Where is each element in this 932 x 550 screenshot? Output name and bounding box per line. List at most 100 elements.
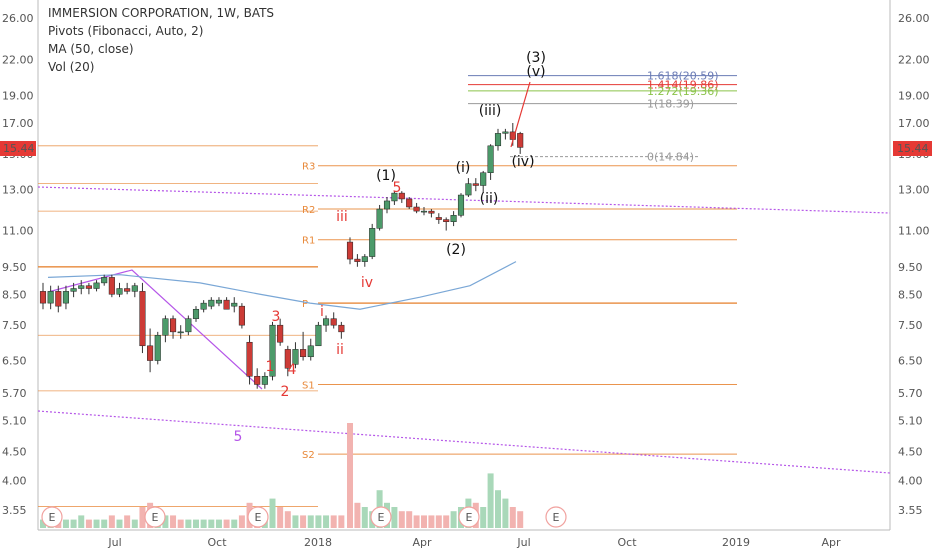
y-tick-left: 26.00 [2,12,34,25]
earnings-event-marker [545,506,567,528]
candle-body [413,206,420,212]
candle-body [502,131,509,134]
fib-label: 1.618(20.59) [647,70,719,83]
pivot-label-p: P [302,299,308,310]
wave-label-red: 1 [266,359,275,375]
wave-label-black: (1) [376,168,396,184]
fib-label: 0(14.84) [647,151,694,164]
earnings-event-label: E [378,511,385,524]
price-badge-right-bg [893,141,932,156]
candle-body [162,318,169,336]
candle-body [154,335,161,361]
y-tick-left: 4.50 [2,445,27,458]
volume-bar [406,511,413,528]
candle-body [70,288,77,292]
volume-bar [398,511,405,528]
candle-body [465,183,472,196]
y-tick-left: 7.50 [2,319,27,332]
candle-body [369,228,376,257]
volume-bar [307,515,314,528]
earnings-event-marker [370,506,392,528]
volume-bar [300,515,307,528]
volume-bar [231,519,238,528]
earnings-event-label: E [553,511,560,524]
x-tick-label: 2018 [304,536,332,549]
x-tick-label: Oct [207,536,227,549]
x-tick-label: Oct [617,536,637,549]
candle-body [406,198,413,208]
wave-label-red: iv [361,275,373,291]
y-tick-left: 8.50 [2,288,27,301]
volume-bar [354,502,361,528]
y-tick-right: 26.00 [898,12,930,25]
earnings-event-marker [144,506,166,528]
candle-body [62,291,70,304]
y-tick-left: 13.00 [2,183,34,196]
earnings-event-label: E [49,511,56,524]
indicator-pivots: Pivots (Fibonacci, Auto, 2) [48,24,204,38]
fib-label: 1(18.39) [647,98,694,111]
candle-body [246,341,253,377]
indicator-volume: Vol (20) [48,60,95,74]
y-tick-left: 17.00 [2,117,34,130]
pivot-label-s1: S1 [302,380,315,391]
wave-label-red: 2 [281,384,290,400]
candle-body [428,210,435,214]
volume-bar [108,515,115,528]
volume-bar [495,490,501,528]
overlay-layer: 1.618(20.59)1.414(19.86)1.272(19.36)1(18… [0,50,932,528]
volume-bar [215,519,222,528]
y-tick-left: 19.00 [2,90,34,103]
wave-label-black: (2) [446,242,466,258]
candle-body [487,145,494,173]
volume-bar [315,515,322,528]
y-tick-right: 13.00 [898,183,930,196]
candle-body [383,200,391,210]
volume-bar [116,519,123,528]
wave-label-red: 4 [288,362,297,378]
volume-bar [443,515,450,528]
candle-body [261,375,268,385]
y-tick-right: 4.00 [898,475,923,488]
projection-arrow [510,81,531,148]
volume-bar [40,519,46,528]
y-tick-right: 17.00 [898,117,930,130]
volume-bar [323,515,330,528]
pivot-label-r1: R1 [302,236,315,247]
volume-bar [93,519,100,528]
wave-label-red: 5 [393,180,402,196]
volume-bar [347,423,353,528]
volume-bar [428,515,435,528]
wave-label-black: (i) [456,160,471,176]
volume-bar [139,507,146,528]
y-tick-left: 6.50 [2,355,27,368]
y-tick-left: 4.00 [2,475,27,488]
wave-label-red: 3 [272,309,281,325]
candle-body [338,324,345,333]
candle-body [85,285,92,289]
pivot-label-s2: S2 [302,450,315,461]
earnings-event-label: E [255,511,262,524]
y-tick-right: 8.50 [898,288,923,301]
candle-body [457,194,465,216]
candle-body [231,302,238,307]
volume-bar [238,515,245,528]
fib-label: 1.272(19.36) [647,85,719,98]
x-tick-label: Apr [821,536,841,549]
volume-bar [101,519,108,528]
pivot-label-r3: R3 [302,162,315,173]
indicator-ma: MA (50, close) [48,42,134,56]
volume-bar [200,519,207,528]
earnings-event-label: E [466,511,473,524]
candle-body [147,345,154,361]
price-badge-left-bg [0,141,36,156]
volume-bar [269,498,276,528]
y-tick-right: 3.55 [898,504,923,517]
volume-bar [131,519,138,528]
x-tick-label: Jul [516,536,530,549]
volume-bar [208,519,215,528]
volume-bar [391,507,398,528]
candle-body [292,349,299,365]
candle-body [420,210,428,213]
volume-bar [162,515,169,528]
